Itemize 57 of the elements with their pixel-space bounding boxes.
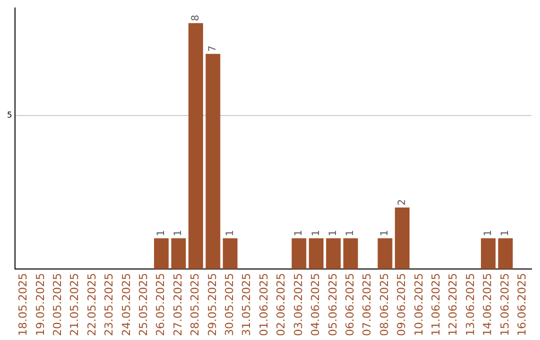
x-tick-label: 21.05.2025	[68, 273, 82, 336]
x-tick-label: 05.06.2025	[326, 273, 340, 336]
data-label: 1	[482, 230, 494, 236]
bar	[222, 238, 238, 270]
bar	[206, 54, 220, 270]
bar	[171, 238, 186, 270]
bar	[498, 238, 513, 270]
x-tick-label: 24.05.2025	[120, 273, 133, 336]
x-tick-label: 14.06.2025	[481, 273, 494, 336]
x-tick-label: 08.06.2025	[378, 273, 391, 336]
x-tick-label: 23.05.2025	[102, 273, 116, 336]
x-tick-label: 30.05.2025	[223, 273, 236, 336]
data-label: 7	[208, 46, 219, 52]
x-tick-label: 10.06.2025	[412, 273, 426, 336]
x-tick-label: 22.05.2025	[85, 273, 98, 336]
data-label: 1	[345, 230, 356, 236]
x-tick-label: 06.06.2025	[343, 273, 356, 336]
x-tick-label: 09.06.2025	[395, 273, 408, 336]
data-label: 1	[224, 230, 236, 236]
data-label: 1	[294, 230, 305, 236]
x-tick-label: 02.06.2025	[274, 273, 288, 336]
x-tick-label: 25.05.2025	[136, 273, 150, 336]
y-tick-label: 5	[6, 110, 12, 120]
x-tick-label: 19.05.2025	[34, 273, 47, 336]
x-tick-label: 13.06.2025	[464, 273, 477, 336]
bar	[343, 238, 358, 270]
x-tick-label: 04.06.2025	[309, 273, 322, 336]
bar	[326, 238, 341, 270]
data-label: 8	[190, 14, 202, 22]
x-tick-label: 20.05.2025	[50, 273, 64, 336]
x-tick-label: 31.05.2025	[240, 273, 254, 336]
bar	[308, 238, 324, 270]
bar	[394, 208, 410, 270]
x-tick-label: 11.06.2025	[429, 273, 442, 336]
x-tick-label: 07.06.2025	[360, 273, 374, 336]
data-label: 1	[156, 230, 167, 236]
x-tick-label: 16.06.2025	[516, 273, 529, 336]
x-tick-label: 27.05.2025	[171, 273, 184, 336]
bar	[378, 238, 392, 270]
x-tick-label: 01.06.2025	[257, 273, 270, 336]
x-tick-label: 12.06.2025	[446, 273, 460, 336]
data-label: 1	[500, 230, 512, 236]
bar	[480, 238, 496, 270]
x-tick-label: 28.05.2025	[188, 273, 202, 336]
data-label: 2	[396, 199, 408, 206]
data-label: 1	[310, 230, 322, 236]
data-label: 1	[173, 230, 184, 236]
bar	[154, 238, 169, 270]
bar	[292, 238, 306, 270]
bar	[188, 23, 204, 270]
x-tick-label: 29.05.2025	[206, 273, 219, 336]
x-tick-label: 26.05.2025	[154, 273, 168, 336]
x-tick-label: 15.06.2025	[498, 273, 512, 336]
data-label: 1	[380, 230, 391, 236]
x-tick-label: 03.06.2025	[292, 273, 305, 336]
data-label: 1	[328, 230, 339, 236]
x-tick-label: 18.05.2025	[16, 273, 30, 336]
